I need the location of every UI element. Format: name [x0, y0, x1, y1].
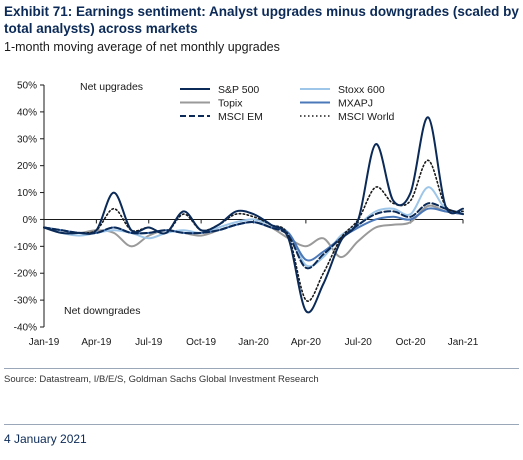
annotation-net-downgrades: Net downgrades [64, 305, 140, 317]
y-tick-label: 40% [17, 107, 37, 118]
x-tick-label: Oct-20 [396, 337, 426, 348]
x-tick-label: Jan-20 [238, 337, 269, 348]
source-note: Source: Datastream, I/B/E/S, Goldman Sac… [4, 374, 319, 385]
line-chart: -40% -30% -20% -10% 0% 10% 20% 30% 40% 50% Jan-19 A… [14, 81, 479, 349]
exhibit-subtitle: 1-month moving average of net monthly up… [4, 40, 280, 54]
chart-axes: -40% -30% -20% -10% 0% 10% 20% 30% 40% 50% Jan-19 A… [14, 81, 479, 349]
publication-date: 4 January 2021 [4, 432, 87, 446]
footer-separator [4, 424, 519, 425]
exhibit-title: Exhibit 71: Earnings sentiment: Analyst … [4, 4, 519, 36]
source-separator [4, 368, 519, 369]
series-line-msci-world [43, 159, 464, 302]
annotation-net-upgrades: Net upgrades [80, 81, 143, 93]
y-tick-label: 0% [23, 215, 38, 226]
y-tick-label: -40% [14, 323, 37, 334]
legend-label: MXAPJ [338, 98, 373, 110]
x-tick-label: Apr-19 [81, 337, 111, 348]
legend-label: S&P 500 [218, 84, 259, 96]
y-tick-label: 50% [17, 81, 37, 92]
y-tick-label: 30% [17, 134, 37, 145]
y-tick-label: 10% [17, 188, 37, 199]
legend-label: Stoxx 600 [338, 84, 385, 96]
series-line-s-p-500 [43, 116, 464, 314]
x-tick-label: Jan-19 [29, 337, 60, 348]
x-tick-label: Jan-21 [448, 337, 479, 348]
series-lines [43, 116, 464, 314]
legend-label: Topix [218, 98, 243, 110]
chart-legend: S&P 500 Stoxx 600 Topix MXAPJ MSCI EM MSCI Wo… [180, 84, 395, 123]
y-tick-label: -20% [14, 269, 37, 280]
y-tick-label: -10% [14, 242, 37, 253]
y-tick-label: 20% [17, 161, 37, 172]
legend-label: MSCI World [338, 111, 395, 123]
series-line-msci-em [43, 202, 464, 270]
x-tick-label: Jul-19 [135, 337, 163, 348]
x-tick-label: Jul-20 [345, 337, 373, 348]
y-tick-label: -30% [14, 296, 37, 307]
legend-label: MSCI EM [218, 111, 263, 123]
series-line-stoxx-600 [43, 186, 464, 268]
x-tick-label: Apr-20 [291, 337, 321, 348]
x-tick-label: Oct-19 [186, 337, 216, 348]
series-line-mxapj [43, 207, 464, 262]
